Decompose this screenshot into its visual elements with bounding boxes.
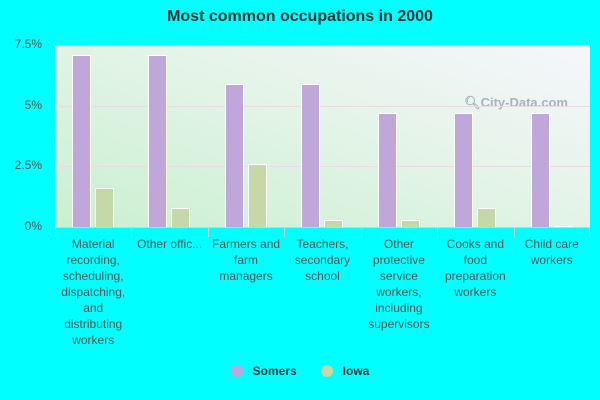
y-tick-label: 2.5%: [14, 158, 42, 173]
legend-dot-icon: [230, 365, 243, 377]
legend-item-iowa[interactable]: Iowa: [320, 364, 370, 378]
chart-title: Most common occupations in 2000: [167, 8, 433, 25]
x-axis-line: [55, 227, 590, 228]
x-tick: [55, 228, 56, 237]
gridline: [55, 166, 590, 168]
x-tick: [131, 228, 133, 237]
y-tick-label: 5%: [24, 97, 42, 112]
y-tick-label: 7.5%: [14, 37, 42, 51]
x-tick: [589, 228, 590, 237]
x-tick: [360, 228, 362, 237]
bar-iowa[interactable]: [95, 188, 114, 227]
legend-item-somers[interactable]: Somers: [230, 364, 297, 378]
x-tick-label: Farmers and farm managers: [212, 237, 281, 283]
x-tick: [284, 228, 286, 237]
bar-somers[interactable]: [454, 112, 474, 227]
bar-iowa[interactable]: [324, 219, 344, 227]
bar-iowa[interactable]: [553, 226, 573, 227]
bar-somers[interactable]: [224, 83, 244, 227]
x-tick-label: Teachers, secondary school: [294, 237, 351, 283]
bar-somers[interactable]: [301, 83, 321, 227]
bar-somers[interactable]: [530, 112, 550, 227]
bar-somers[interactable]: [377, 112, 397, 227]
gridline: [55, 105, 590, 107]
magnifier-chart-icon: 🔍︎: [464, 95, 481, 110]
legend-label: Iowa: [342, 364, 370, 378]
bar-somers[interactable]: [148, 54, 168, 227]
watermark: 🔍︎City-Data.com: [464, 95, 568, 110]
x-tick-label: Other offic...: [137, 237, 203, 251]
x-tick: [513, 228, 515, 237]
bar-somers[interactable]: [72, 54, 91, 227]
legend-dot-icon: [320, 365, 333, 377]
bar-iowa[interactable]: [477, 207, 497, 227]
bar-iowa[interactable]: [400, 219, 420, 227]
legend-label: Somers: [252, 364, 297, 378]
x-tick: [437, 228, 439, 237]
x-tick-label: Child care workers: [524, 237, 579, 267]
legend: Somers Iowa: [0, 364, 600, 380]
plot-area: 🔍︎City-Data.com: [55, 45, 590, 227]
bar-iowa[interactable]: [171, 207, 191, 227]
bar-iowa[interactable]: [247, 163, 267, 227]
y-tick-label: 0%: [24, 219, 42, 233]
x-tick-label: Material recording, scheduling, dispatch…: [61, 237, 126, 347]
x-tick-label: Cooks and food preparation workers: [444, 237, 506, 299]
x-tick-label: Other protective service workers, includ…: [368, 237, 430, 331]
x-tick: [207, 228, 209, 237]
